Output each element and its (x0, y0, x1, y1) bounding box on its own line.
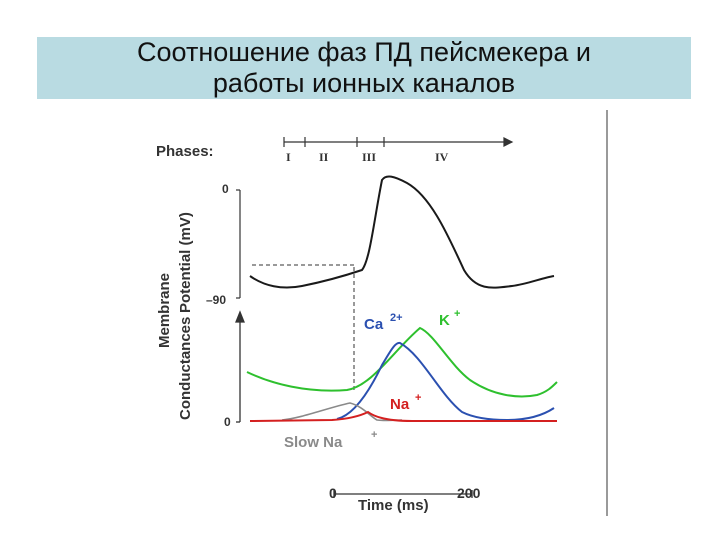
phase-label-3: III (362, 150, 376, 164)
k-conductance-curve (246, 326, 558, 398)
time-axis-label: Time (ms) (358, 497, 429, 514)
ca-conductance-curve (336, 341, 555, 422)
phase-label-4: IV (435, 150, 449, 164)
k-label: K (439, 312, 450, 329)
time-tick-end: 200 (457, 485, 481, 501)
na-conductance-curve (249, 410, 557, 422)
time-scale-bar (333, 490, 473, 498)
figure-right-border (606, 110, 608, 516)
na-label-superscript: + (415, 392, 421, 404)
membrane-axis-label-1: Membrane (156, 273, 173, 348)
membrane-axis-label-2: Potential (mV) (177, 212, 194, 313)
na-label: Na (390, 396, 410, 413)
conductance-axis-label: Conductances (177, 317, 194, 420)
ca-label: Ca (364, 316, 384, 333)
slide-title-line-2: работы ионных каналов (212, 68, 516, 98)
phase-arrows (283, 137, 514, 147)
membrane-tick-bottom: –90 (206, 293, 226, 307)
k-label-superscript: + (454, 308, 460, 320)
membrane-tick-top: 0 (222, 182, 229, 196)
figure-svg: Phases: I II III IV 0 –90 Membrane Poten… (156, 137, 558, 514)
membrane-axis (236, 189, 241, 299)
slide-title-line-1: Соотношение фаз ПД пейсмекера и (137, 37, 591, 67)
conductance-tick-zero: 0 (224, 415, 231, 429)
slow-na-label-superscript: + (371, 429, 377, 441)
ca-label-superscript: 2+ (390, 312, 403, 324)
phase-label-2: II (319, 150, 329, 164)
time-tick-start: 0 (329, 485, 337, 501)
phase-label-1: I (286, 150, 291, 164)
phases-label: Phases: (156, 143, 214, 160)
action-potential-trace (249, 175, 555, 289)
slide-title-band: Соотношение фаз ПД пейсмекера и работы и… (37, 37, 691, 99)
slow-na-label: Slow Na (284, 434, 343, 451)
pacemaker-ap-figure: Phases: I II III IV 0 –90 Membrane Poten… (132, 110, 610, 516)
conductance-axis (235, 310, 245, 423)
